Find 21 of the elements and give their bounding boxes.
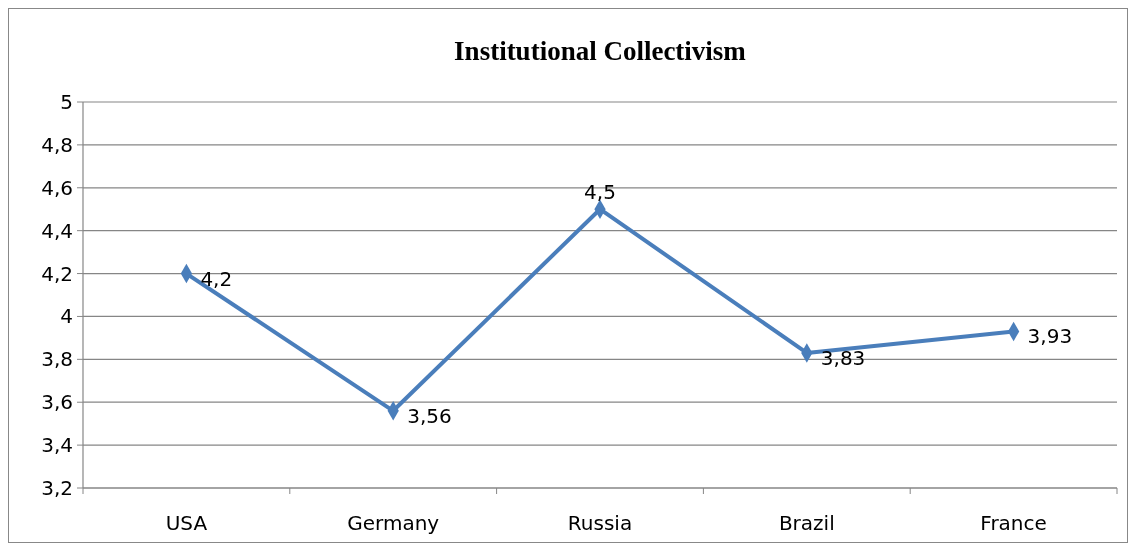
y-tick-label: 4,2 (41, 261, 73, 286)
y-tick-label: 4,4 (41, 218, 73, 243)
x-tick-label: USA (165, 511, 208, 535)
y-tick-label: 4 (60, 304, 73, 329)
x-tick-label: France (980, 511, 1047, 535)
y-tick-label: 4,8 (41, 132, 73, 157)
data-label: 3,93 (1027, 324, 1073, 349)
y-tick-label: 3,6 (41, 390, 73, 415)
data-label: 3,56 (407, 403, 452, 428)
y-tick-label: 3,8 (41, 347, 73, 372)
y-tick-label: 3,4 (41, 433, 73, 458)
x-tick-label: Germany (347, 511, 440, 535)
y-tick-label: 4,6 (41, 175, 73, 200)
x-tick-label: Brazil (778, 511, 835, 535)
y-tick-label: 5 (60, 90, 73, 114)
chart-title: Institutional Collectivism (454, 36, 747, 66)
data-label: 3,83 (820, 345, 866, 370)
x-tick-label: Russia (567, 511, 633, 535)
data-label: 4,5 (584, 180, 616, 205)
y-tick-label: 3,2 (41, 476, 73, 500)
data-label: 4,2 (200, 266, 233, 291)
